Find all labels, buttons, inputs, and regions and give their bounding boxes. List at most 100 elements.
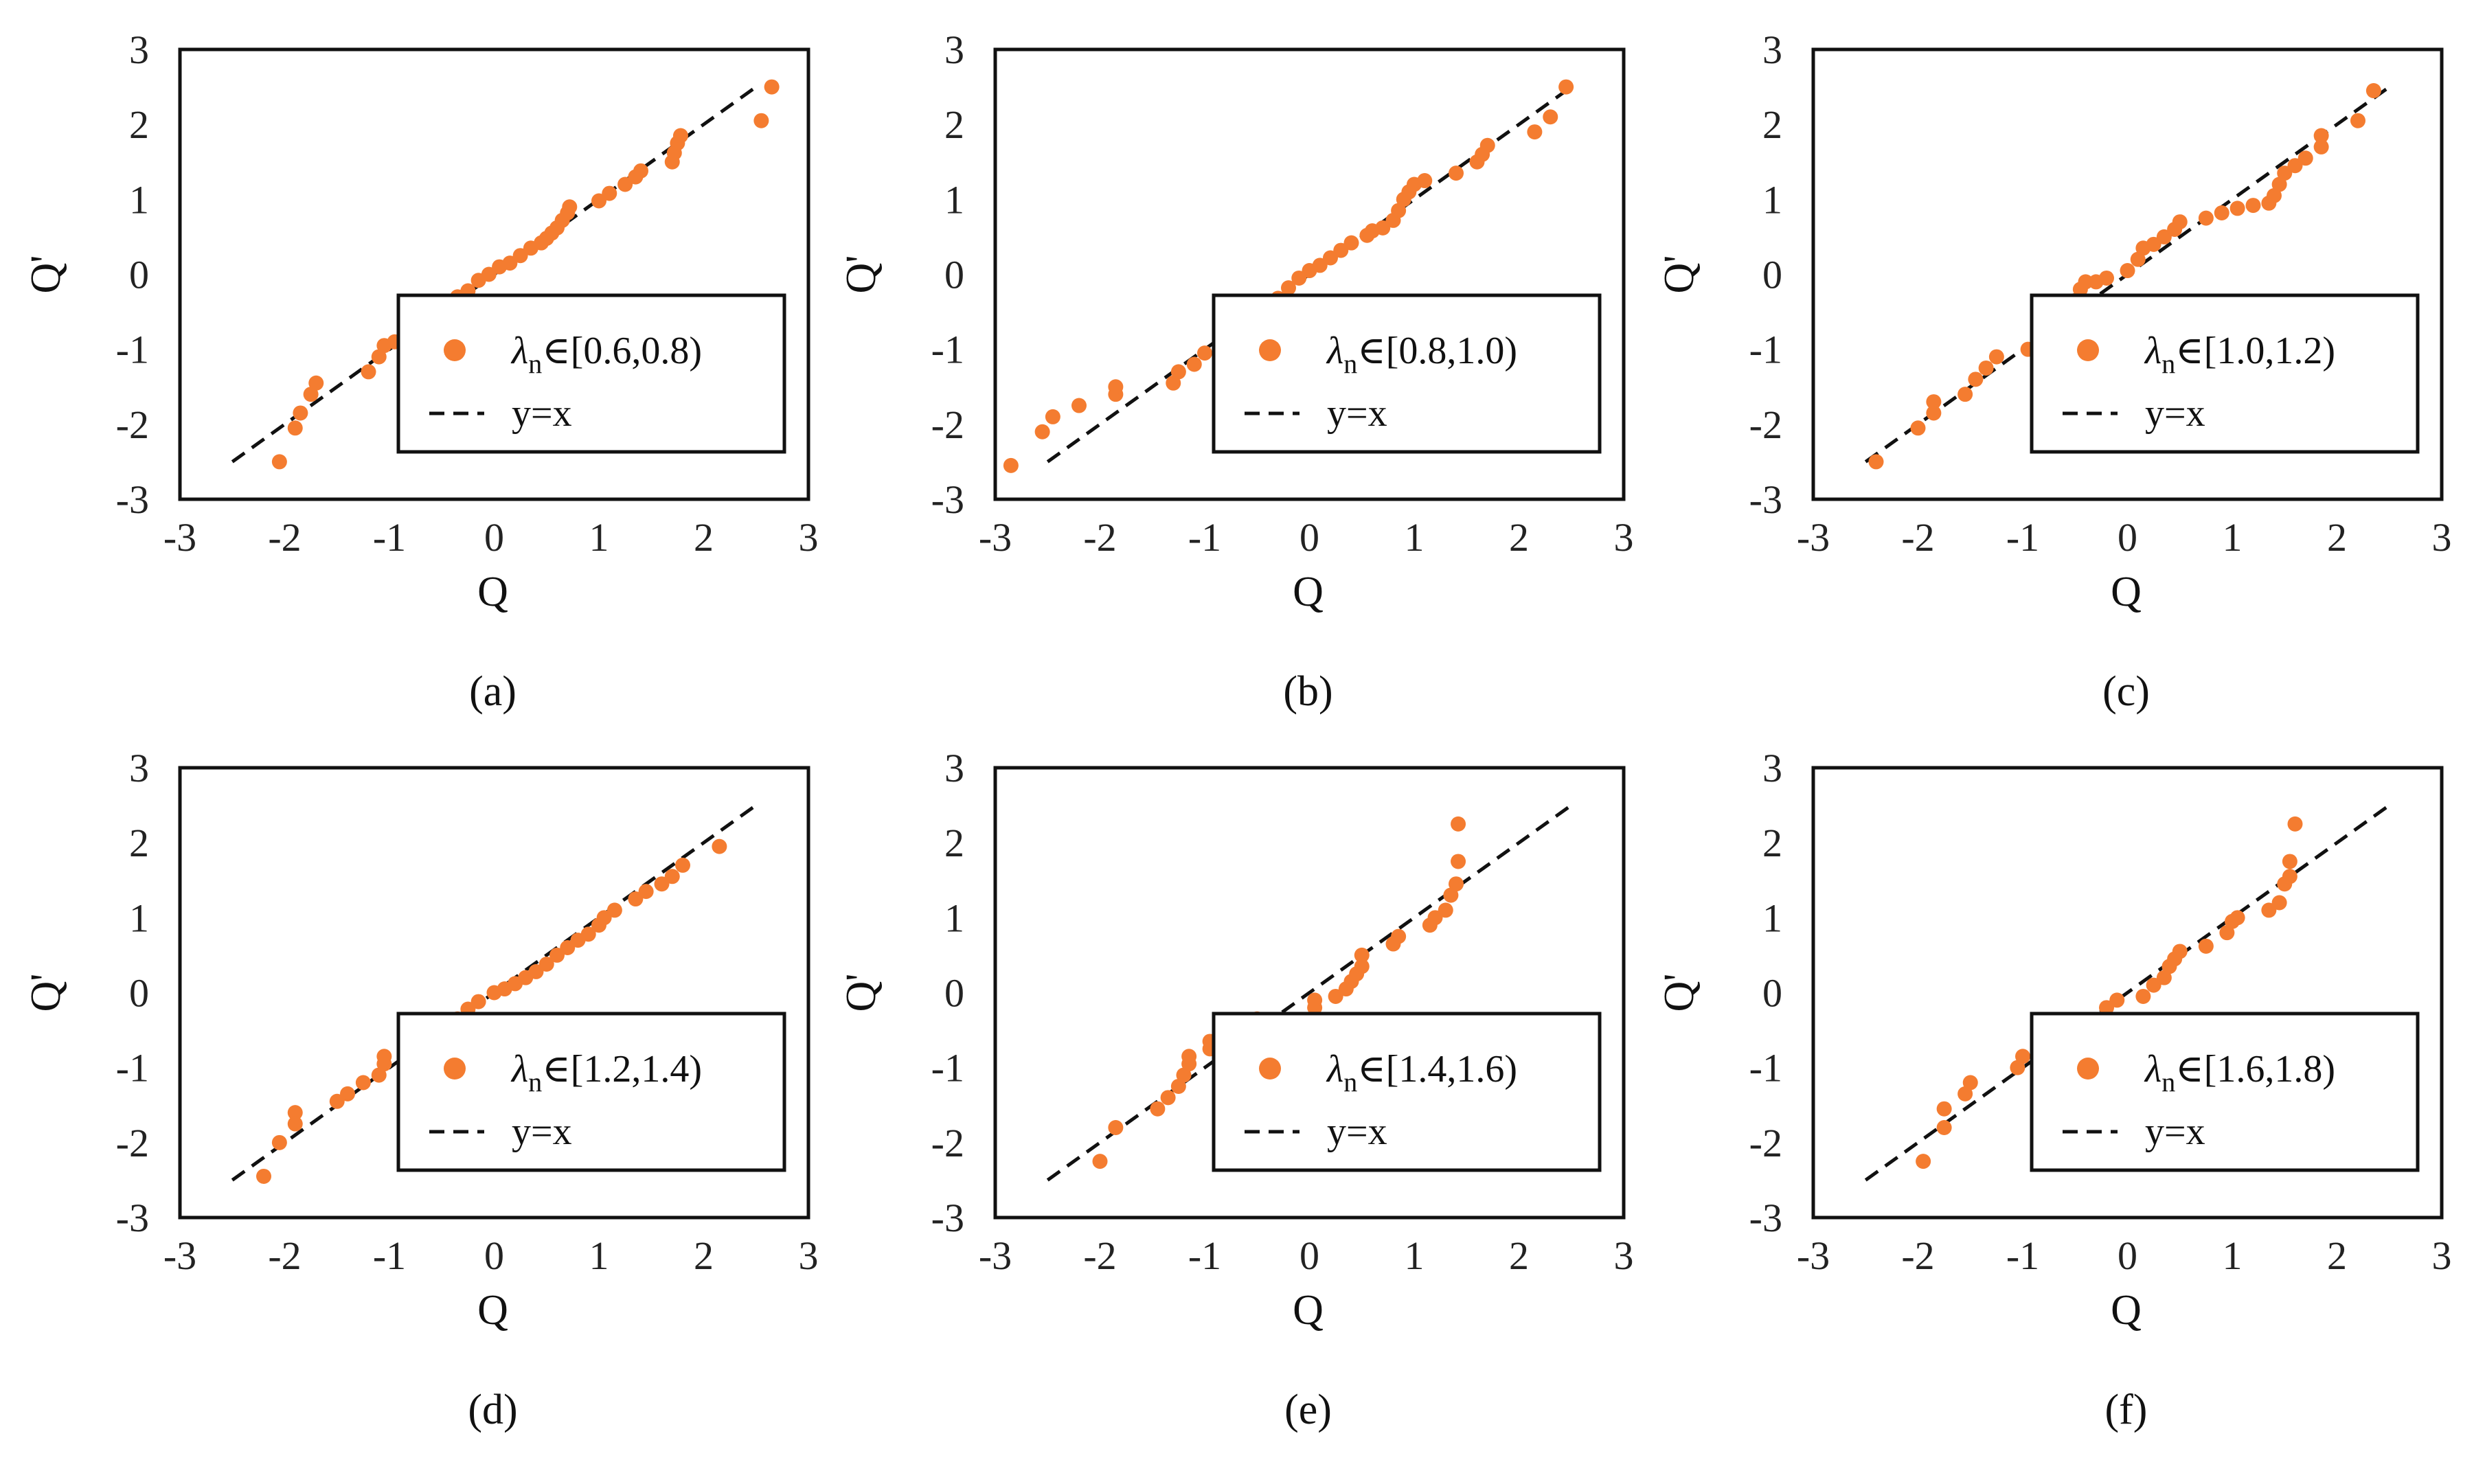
legend-subscript: n bbox=[2161, 1066, 2175, 1097]
data-point bbox=[2229, 910, 2245, 926]
data-point bbox=[287, 420, 303, 436]
data-point bbox=[303, 387, 319, 402]
data-point bbox=[1181, 1049, 1197, 1064]
data-point bbox=[2078, 274, 2093, 290]
legend-label-reference: y=x bbox=[1327, 392, 1387, 435]
data-point bbox=[1354, 947, 1370, 963]
x-axis-title: Q bbox=[1293, 1287, 1324, 1334]
legend-lambda-symbol: λ bbox=[1326, 330, 1343, 372]
legend-label-series: λn∈[1.6,1.8) bbox=[2144, 1048, 2335, 1097]
y-tick-label: 3 bbox=[129, 27, 149, 72]
x-tick-label: 3 bbox=[1614, 515, 1634, 560]
data-point bbox=[1045, 409, 1060, 424]
data-point bbox=[481, 266, 497, 282]
x-tick-label: -3 bbox=[1797, 1233, 1830, 1278]
data-point bbox=[2297, 150, 2313, 166]
x-tick-label: -3 bbox=[979, 515, 1012, 560]
legend: λn∈[1.0,1.2) y=x bbox=[2030, 293, 2420, 454]
x-tick-label: -1 bbox=[373, 1233, 406, 1278]
legend-box bbox=[396, 1012, 786, 1172]
x-tick-label: -2 bbox=[1083, 515, 1116, 560]
data-point bbox=[287, 1116, 303, 1132]
data-point bbox=[1166, 375, 1181, 391]
legend-lambda-symbol: λ bbox=[2144, 330, 2161, 372]
legend-marker-icon bbox=[2077, 339, 2099, 361]
legend-label-reference: y=x bbox=[1327, 1110, 1387, 1153]
chart-panel-a: -3 -2 -1 0 1 2 3 -3 -2 -1 0 1 2 3 Q Q' (a) λn∈[0.6,0.8) y=… bbox=[23, 27, 819, 715]
x-tick-label: 0 bbox=[1300, 1233, 1319, 1278]
panel-caption: (b) bbox=[1283, 668, 1332, 715]
data-point bbox=[2120, 263, 2135, 279]
data-point bbox=[606, 902, 622, 918]
y-tick-label: 1 bbox=[944, 895, 964, 940]
data-point bbox=[2282, 869, 2297, 884]
chart-panel-b: -3 -2 -1 0 1 2 3 -3 -2 -1 0 1 2 3 Q Q' (b) λn∈[0.8,1.0) y=… bbox=[838, 27, 1634, 715]
y-axis-title: Q' bbox=[838, 255, 885, 294]
data-point bbox=[753, 113, 769, 128]
data-point bbox=[1868, 454, 1884, 470]
x-tick-label: 2 bbox=[1509, 1233, 1529, 1278]
x-tick-label: 0 bbox=[2118, 515, 2137, 560]
panel-caption: (f) bbox=[2105, 1386, 2148, 1433]
y-tick-label: 2 bbox=[1762, 821, 1782, 865]
legend-subscript: n bbox=[528, 1066, 542, 1097]
legend: λn∈[1.4,1.6) y=x bbox=[1212, 1012, 1602, 1172]
data-point bbox=[1160, 1090, 1176, 1106]
x-tick-label: 0 bbox=[2118, 1233, 2137, 1278]
legend: λn∈[1.2,1.4) y=x bbox=[396, 1012, 786, 1172]
plot-frame bbox=[993, 47, 1626, 501]
legend-marker-icon bbox=[1259, 1058, 1281, 1080]
legend-marker-icon bbox=[2077, 1058, 2099, 1080]
data-point bbox=[562, 199, 578, 215]
data-point bbox=[654, 876, 670, 892]
data-point bbox=[271, 1134, 287, 1150]
plot-frame bbox=[1811, 47, 2444, 501]
data-point bbox=[371, 349, 387, 365]
data-point bbox=[2271, 895, 2287, 911]
legend-label-series: λn∈[1.2,1.4) bbox=[510, 1048, 702, 1097]
data-point bbox=[764, 79, 780, 95]
legend-interval: ∈[1.4,1.6) bbox=[1357, 1048, 1517, 1091]
data-point bbox=[1034, 424, 1050, 440]
data-point bbox=[2365, 83, 2381, 99]
panel-caption: (c) bbox=[2102, 668, 2150, 715]
y-axis-title: Q' bbox=[1656, 974, 1703, 1012]
legend-box bbox=[1212, 1012, 1602, 1172]
x-tick-label: 1 bbox=[2223, 1233, 2243, 1278]
data-point bbox=[1197, 345, 1212, 361]
data-point bbox=[1391, 203, 1407, 218]
data-point bbox=[2198, 210, 2214, 226]
y-tick-label: -3 bbox=[931, 477, 964, 522]
x-tick-label: -2 bbox=[268, 1233, 301, 1278]
y-tick-label: 1 bbox=[1762, 177, 1782, 222]
y-tick-label: 3 bbox=[1762, 27, 1782, 72]
data-point bbox=[1323, 250, 1338, 266]
data-point bbox=[2267, 187, 2282, 203]
data-point bbox=[1451, 854, 1466, 869]
legend: λn∈[0.8,1.0) y=x bbox=[1212, 293, 1602, 454]
data-point bbox=[1354, 959, 1370, 974]
data-point bbox=[1558, 79, 1574, 95]
legend-label-reference: y=x bbox=[2145, 1110, 2205, 1153]
x-tick-label: 2 bbox=[2327, 515, 2347, 560]
legend-interval: ∈[1.2,1.4) bbox=[542, 1048, 702, 1091]
data-point bbox=[712, 838, 727, 854]
x-tick-label: 1 bbox=[1405, 515, 1425, 560]
data-point bbox=[2135, 988, 2151, 1004]
data-point bbox=[1108, 1120, 1124, 1135]
data-point bbox=[1375, 220, 1391, 236]
y-tick-label: 2 bbox=[129, 821, 149, 865]
data-point bbox=[355, 1075, 371, 1091]
x-tick-label: 3 bbox=[2432, 1233, 2452, 1278]
x-tick-label: -1 bbox=[2006, 1233, 2039, 1278]
data-point bbox=[638, 884, 654, 900]
data-point bbox=[2099, 1000, 2114, 1016]
x-tick-label: 0 bbox=[484, 515, 504, 560]
x-tick-label: 2 bbox=[1509, 515, 1529, 560]
data-point bbox=[2015, 1049, 2030, 1064]
data-point bbox=[1936, 1101, 1952, 1117]
y-tick-label: 2 bbox=[944, 821, 964, 865]
data-point bbox=[1451, 816, 1466, 832]
legend-marker-icon bbox=[1259, 339, 1281, 361]
data-point bbox=[329, 1093, 345, 1109]
